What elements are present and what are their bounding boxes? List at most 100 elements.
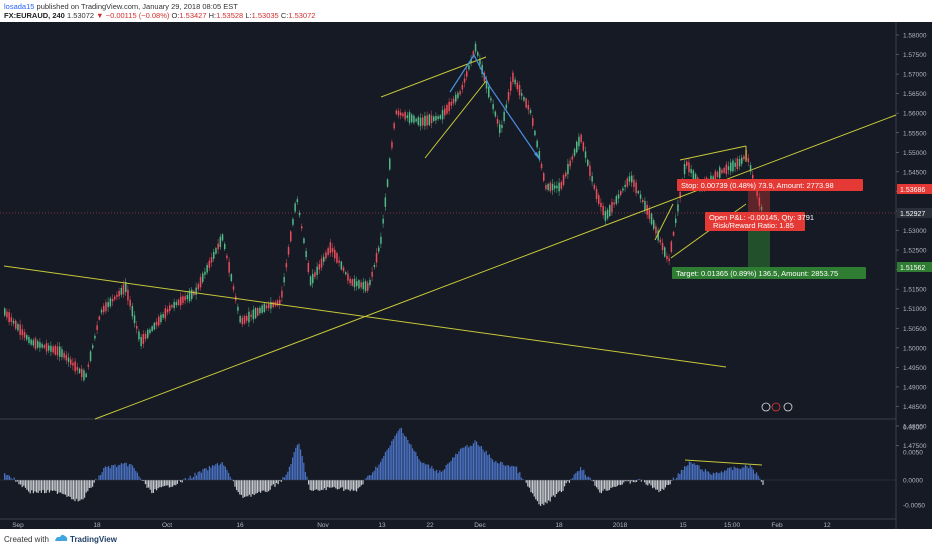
ohlc-legend: FX:EURAUD, 240 1.53072 ▼ −0.00115 (−0.08…	[4, 11, 315, 20]
candle-body	[336, 253, 338, 263]
osc-bar	[658, 480, 660, 493]
event-marker-icon[interactable]	[783, 402, 793, 412]
osc-bar	[701, 469, 703, 480]
candle-body	[527, 105, 530, 110]
osc-bar	[130, 464, 132, 480]
candle-body	[609, 205, 611, 217]
small-flag-line[interactable]	[654, 203, 674, 241]
osc-bar	[383, 456, 385, 480]
tradingview-logo-icon[interactable]	[54, 533, 68, 543]
osc-bar	[690, 462, 692, 480]
candle-body	[270, 301, 272, 309]
stop-label-box[interactable]	[677, 179, 863, 191]
osc-bar	[132, 465, 134, 480]
candle-body	[257, 308, 259, 316]
oscillator-histogram[interactable]	[4, 427, 764, 506]
osc-bar	[269, 480, 271, 490]
osc-bar	[300, 449, 302, 480]
channel-bottom-line[interactable]	[424, 80, 487, 159]
candle-body	[547, 184, 549, 190]
osc-bar	[37, 480, 39, 493]
osc-bar	[714, 473, 716, 480]
target-label-box[interactable]	[672, 267, 866, 279]
candle-body	[94, 335, 96, 339]
candle-body	[169, 305, 171, 311]
time-tick-label: 2018	[613, 522, 628, 529]
price-tick-label: 1.55000	[903, 150, 927, 157]
candle-body	[444, 108, 446, 116]
price-axis[interactable]: 1.58000 1.57500 1.57000 1.56500 1.56000 1.555…	[896, 33, 927, 451]
osc-bar	[319, 480, 321, 491]
author-link[interactable]: losada15	[4, 2, 35, 11]
candle-body	[272, 301, 274, 308]
candle-body	[70, 359, 72, 365]
candle-body	[294, 203, 296, 212]
osc-bar	[64, 480, 66, 495]
event-marker-icon[interactable]	[771, 402, 781, 412]
osc-bar	[236, 480, 238, 491]
tradingview-brand[interactable]: TradingView	[70, 535, 117, 544]
osc-bar	[304, 471, 306, 480]
osc-bar	[671, 480, 673, 481]
candle-body	[263, 303, 266, 313]
candle-body	[499, 124, 501, 134]
osc-tick-label: 0.0000	[903, 478, 923, 485]
wedge-top-line[interactable]	[679, 145, 747, 161]
osc-bar	[578, 470, 580, 480]
candle-body	[197, 284, 200, 290]
osc-bar	[588, 476, 590, 480]
osc-bar	[336, 480, 338, 490]
candle-body	[452, 98, 455, 104]
osc-bar	[520, 477, 522, 480]
candle-body	[653, 220, 655, 229]
symbol-label[interactable]: FX:EURAUD, 240	[4, 11, 65, 20]
candle-body	[217, 243, 219, 250]
rising-trendline[interactable]	[94, 114, 897, 420]
osc-bar	[360, 480, 362, 486]
osc-divergence-line[interactable]	[684, 459, 763, 466]
target-price-badge	[897, 262, 932, 272]
osc-bar	[394, 435, 396, 480]
stop-zone[interactable]	[748, 186, 770, 213]
osc-bar	[308, 480, 310, 485]
time-tick-label: 12	[823, 522, 831, 529]
osc-bar	[200, 472, 202, 480]
oscillator-axis[interactable]: 0.0100 0.0050 0.0000 -0.0050	[903, 425, 925, 510]
osc-bar	[220, 463, 222, 480]
candle-body	[221, 234, 224, 241]
osc-bar	[157, 480, 159, 489]
wave-path-arrow[interactable]	[449, 53, 541, 161]
down-arrow-icon: ▼	[96, 11, 104, 20]
osc-bar	[413, 450, 415, 480]
osc-bar	[572, 478, 574, 480]
falling-trendline[interactable]	[3, 265, 727, 368]
osc-bar	[333, 480, 335, 487]
candle-body	[571, 156, 574, 160]
chart-area[interactable]: Stop: 0.00739 (0.48%) 73.9, Amount: 2773…	[0, 22, 932, 529]
candle-body	[580, 134, 582, 143]
osc-bar	[40, 480, 42, 493]
osc-bar	[424, 464, 426, 480]
osc-bar	[732, 470, 734, 480]
event-marker-icon[interactable]	[761, 402, 771, 412]
chart-canvas[interactable]: Stop: 0.00739 (0.48%) 73.9, Amount: 2773…	[0, 22, 932, 529]
candlestick-series[interactable]	[4, 40, 763, 383]
osc-bar	[215, 464, 217, 480]
osc-bar	[39, 480, 41, 491]
osc-bar	[98, 475, 100, 480]
osc-bar	[522, 478, 524, 480]
osc-bar	[12, 479, 14, 480]
osc-bar	[298, 443, 300, 480]
osc-bar	[117, 465, 119, 480]
channel-top-line[interactable]	[380, 56, 487, 98]
osc-bar	[93, 480, 95, 483]
candle-body	[534, 130, 536, 136]
osc-bar	[717, 473, 719, 480]
candle-body	[37, 341, 39, 348]
osc-bar	[636, 480, 638, 482]
time-tick-label: 15:00	[724, 522, 741, 529]
osc-bar	[84, 480, 86, 498]
pnl-label-box[interactable]	[705, 212, 805, 231]
time-tick-label: Sep	[12, 522, 24, 529]
time-axis[interactable]: Sep 18 Oct 16 Nov 13 22 Dec 18 2018 15 15:00 Feb 12	[12, 522, 831, 529]
